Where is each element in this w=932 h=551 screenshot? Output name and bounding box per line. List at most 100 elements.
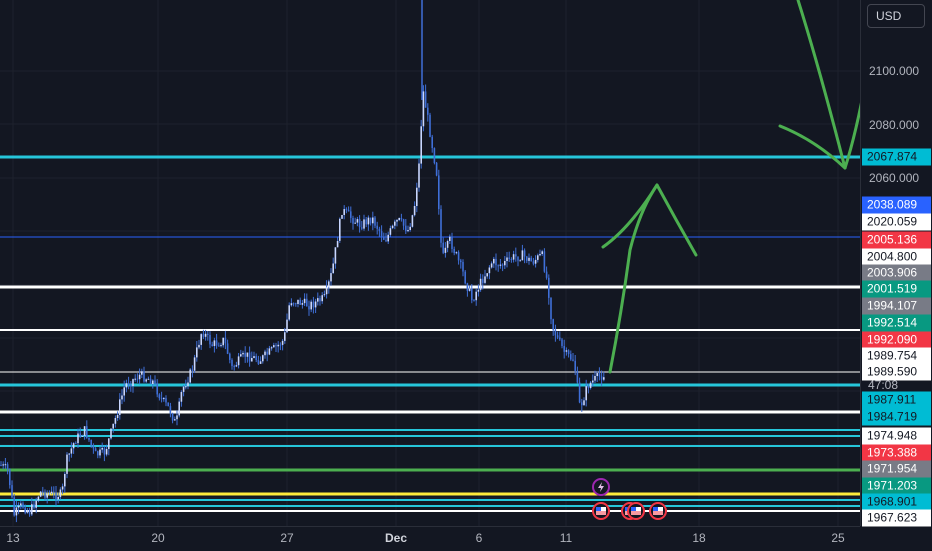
candle-body — [158, 394, 161, 399]
candle-body — [526, 256, 528, 261]
candle-body — [493, 258, 495, 264]
candle-body — [567, 350, 570, 355]
event-markers[interactable] — [592, 478, 667, 520]
candle-body — [61, 486, 64, 490]
candle-body — [288, 305, 290, 320]
candle-body — [191, 369, 194, 371]
candle-body — [213, 340, 216, 346]
candle-body — [303, 298, 306, 304]
candle-body — [583, 400, 585, 406]
candle-body — [244, 352, 246, 357]
price-label: 2001.519 — [862, 280, 931, 298]
candle-body — [242, 352, 244, 355]
candle-body — [116, 415, 119, 418]
candle-body — [24, 507, 26, 513]
candle-body — [226, 343, 229, 354]
candle-body — [15, 507, 18, 516]
down-arrow-head — [778, 124, 847, 170]
candle-body — [383, 236, 385, 240]
lightning-icon[interactable] — [592, 478, 610, 496]
candle-body — [72, 443, 75, 449]
candle-body — [143, 371, 145, 382]
candle-body — [174, 419, 176, 421]
candle-body — [160, 398, 163, 400]
up-arrow-head — [601, 183, 698, 257]
us-flag-icon[interactable] — [627, 502, 645, 520]
candle-body — [39, 491, 42, 497]
candle-body — [561, 339, 563, 346]
price-label: 1971.203 — [862, 477, 931, 495]
candle-body — [237, 356, 240, 366]
price-label: 1989.754 — [862, 347, 931, 365]
candle-body — [589, 382, 592, 388]
candle-body — [451, 236, 453, 249]
candle-body — [77, 433, 79, 444]
chart-area[interactable] — [0, 0, 860, 526]
candle-body — [257, 360, 260, 364]
time-label: Dec — [384, 531, 408, 545]
candle-body — [396, 219, 398, 222]
candle-body — [363, 219, 365, 229]
candle-body — [145, 379, 147, 382]
candle-body — [444, 247, 447, 253]
candle-body — [497, 265, 499, 267]
candle-body — [455, 252, 458, 254]
candle-body — [468, 288, 471, 291]
candle-body — [378, 228, 381, 232]
candle-body — [99, 449, 101, 456]
candle-body — [68, 453, 70, 455]
candle-body — [435, 162, 438, 176]
candle-body — [422, 91, 425, 127]
horizontal-lines[interactable] — [0, 155, 860, 512]
candle-body — [279, 344, 282, 346]
us-flag-icon[interactable] — [592, 502, 610, 520]
candle-body — [224, 337, 227, 344]
candle-body — [321, 295, 323, 302]
candle-body — [596, 373, 598, 376]
candle-body — [486, 273, 488, 277]
candle-body — [537, 255, 539, 260]
candle-body — [101, 447, 103, 450]
price-label: 1967.623 — [862, 509, 931, 527]
candle-body — [235, 365, 238, 367]
candle-body — [33, 504, 35, 508]
candle-body — [391, 225, 394, 229]
candle-body — [581, 402, 583, 406]
candle-body — [407, 230, 409, 232]
candle-body — [543, 251, 546, 272]
candle-body — [268, 348, 271, 355]
candle-body — [255, 356, 257, 360]
candle-body — [299, 299, 301, 305]
candle-body — [182, 386, 185, 392]
candle-body — [132, 379, 134, 387]
candle-body — [431, 136, 433, 148]
candle-body — [341, 215, 343, 219]
candle-body — [570, 354, 572, 360]
price-chart[interactable] — [0, 0, 860, 526]
price-scale[interactable]: USD 2100.000 2080.000 2060.000 2067.874 203… — [860, 0, 932, 527]
price-label: 1973.388 — [862, 444, 931, 462]
price-label: 1971.954 — [862, 460, 931, 478]
candle-body — [90, 439, 92, 446]
candle-body — [134, 378, 136, 380]
candle-body — [46, 493, 48, 498]
candle-body — [125, 383, 128, 388]
candle-body — [354, 222, 356, 224]
time-axis[interactable]: 13 20 27 Dec 6 11 18 25 — [0, 526, 860, 551]
candle-body — [284, 332, 286, 341]
candle-body — [433, 148, 436, 163]
candle-body — [180, 392, 183, 402]
drawn-annotations[interactable] — [601, 0, 860, 374]
time-label: 27 — [280, 531, 294, 545]
us-flag-icon[interactable] — [649, 502, 667, 520]
candle-body — [488, 267, 491, 274]
price-label: 1994.107 — [862, 297, 931, 315]
candle-body — [286, 319, 288, 333]
candle-body — [44, 491, 46, 498]
candle-body — [356, 219, 359, 223]
candle-body — [466, 283, 469, 291]
candle-body — [453, 249, 455, 254]
currency-button[interactable]: USD — [867, 4, 925, 28]
candle-body — [336, 241, 339, 248]
candle-body — [26, 510, 29, 513]
